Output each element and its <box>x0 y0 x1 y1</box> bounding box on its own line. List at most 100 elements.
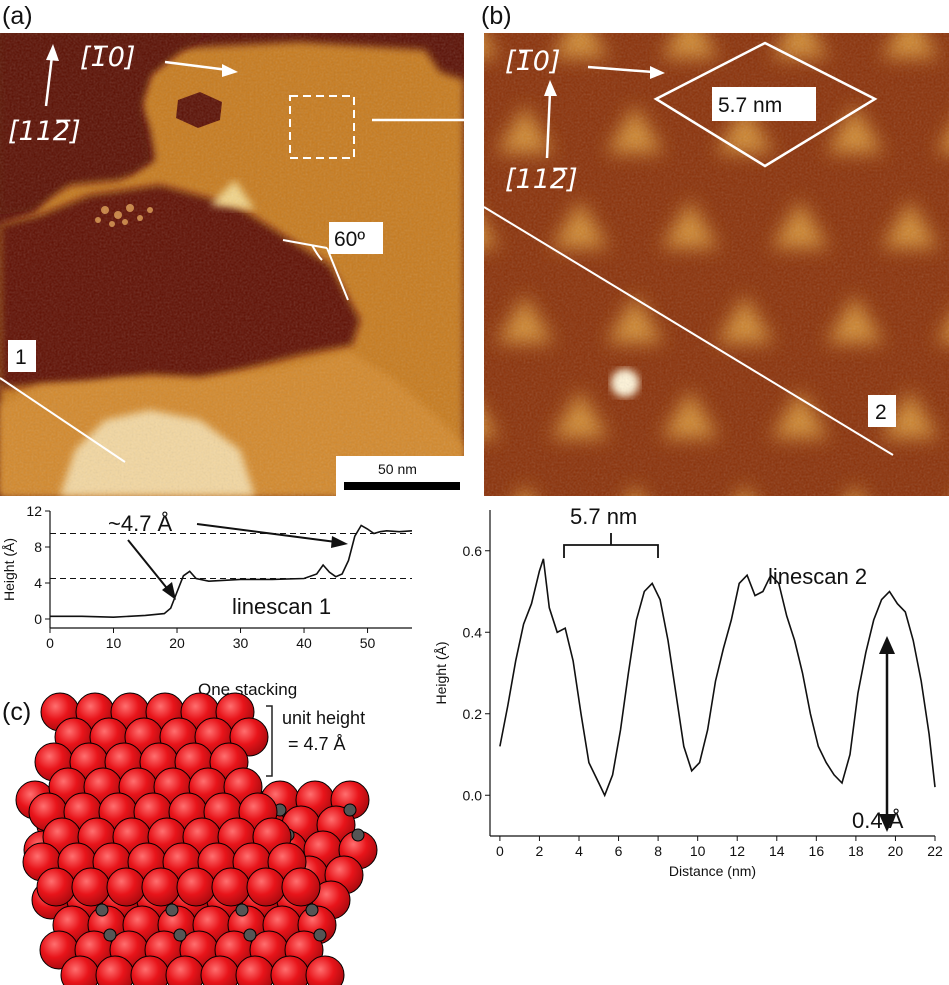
grey-atom <box>351 828 365 842</box>
direction-arrow-1-b <box>587 65 654 74</box>
grey-atom <box>165 903 179 917</box>
x-tick-label: 22 <box>927 843 943 859</box>
y-tick-label: 8 <box>34 539 42 555</box>
direction-arrow-2-b <box>545 91 552 159</box>
red-atom <box>106 867 146 907</box>
angle-label-box <box>329 222 383 254</box>
linescan-2-title: linescan 2 <box>768 564 867 589</box>
panel-letter-b: (b) <box>481 2 512 30</box>
x-tick-label: 8 <box>654 843 662 859</box>
stm-image-a <box>0 33 464 496</box>
x-tick-label: 50 <box>360 635 376 651</box>
x-tick-label: 2 <box>536 843 544 859</box>
grey-atom <box>173 928 187 942</box>
unit-cell <box>653 41 878 168</box>
grey-atom <box>103 928 117 942</box>
x-tick-label: 14 <box>769 843 785 859</box>
series-line <box>499 558 936 798</box>
y-axis-title: Height (Å) <box>1 538 17 601</box>
x-tick-label: 6 <box>615 843 623 859</box>
direction-arrow-head-1-a <box>222 64 238 77</box>
step-arrow-1 <box>127 539 171 593</box>
red-atom <box>305 955 345 985</box>
direction-arrow-head-2-b <box>544 80 557 96</box>
step-arrow-2-head <box>331 536 348 548</box>
y-tick-label: 0.6 <box>463 543 483 559</box>
red-atom <box>71 867 111 907</box>
direction-arrow-head-2-a <box>46 44 59 61</box>
angle-arc <box>311 244 323 261</box>
amplitude-label: 0.4 Å <box>852 808 904 833</box>
amplitude-arrow-bottom <box>879 814 895 832</box>
grey-atom <box>313 928 327 942</box>
red-atom <box>141 867 181 907</box>
red-atom <box>281 867 321 907</box>
red-atom <box>246 867 286 907</box>
x-axis-title: Distance (nm) <box>669 863 756 879</box>
line-label-1-box <box>8 340 36 372</box>
y-tick-label: 0.2 <box>463 706 483 722</box>
x-tick-label: 40 <box>296 635 312 651</box>
grey-atom <box>243 928 257 942</box>
one-stacking-label: One stacking <box>198 680 297 699</box>
panel-letter-a: (a) <box>2 2 33 30</box>
unit-height-value: = 4.7 Å <box>288 734 346 754</box>
linescan-line-2 <box>483 206 894 456</box>
period-label-b: 5.7 nm <box>718 94 782 117</box>
line-label-1: 1 <box>15 346 27 369</box>
scale-bar-label: 50 nm <box>378 461 417 477</box>
period-bracket <box>563 533 659 558</box>
x-tick-label: 16 <box>809 843 825 859</box>
x-tick-label: 12 <box>729 843 745 859</box>
x-tick-label: 20 <box>169 635 185 651</box>
grey-atom <box>305 903 319 917</box>
y-axis-title: Height (Å) <box>433 641 449 704</box>
x-tick-label: 30 <box>233 635 249 651</box>
region-box <box>289 95 355 159</box>
linescan-1-plot: 0 10 20 30 40 50 0 4 8 12 Height (Å) linescan 1 ~4.7… <box>1 503 413 651</box>
red-atom <box>176 867 216 907</box>
step-height-label: ~4.7 Å <box>108 511 173 536</box>
period-label-box <box>712 87 816 121</box>
series-line <box>50 524 413 619</box>
direction-arrow-1-a <box>164 60 229 72</box>
unit-height-label: unit height <box>282 708 365 728</box>
grey-atom <box>343 803 357 817</box>
direction-label-2-a: [112̅] <box>8 116 81 147</box>
y-tick-label: 12 <box>26 503 42 519</box>
angle-line-2 <box>326 247 349 301</box>
amplitude-arrow-top <box>879 636 895 654</box>
x-tick-label: 0 <box>496 843 504 859</box>
y-tick-label: 0.4 <box>463 624 483 640</box>
angle-line-1 <box>282 239 328 249</box>
angle-label: 60º <box>334 228 365 251</box>
zoom-arrow-head <box>470 114 482 126</box>
atomic-model <box>15 692 378 985</box>
direction-label-2-b: [112̅] <box>505 164 578 195</box>
unit-height-bracket <box>266 705 273 777</box>
direction-arrow-2-a <box>44 55 54 107</box>
x-tick-label: 20 <box>888 843 904 859</box>
red-atom <box>211 867 251 907</box>
linescan-1-title: linescan 1 <box>232 594 331 619</box>
linescan-line-1 <box>0 377 126 463</box>
step-arrow-2 <box>196 523 337 543</box>
y-tick-label: 0.0 <box>463 787 483 803</box>
red-atom <box>36 867 76 907</box>
x-tick-label: 0 <box>46 635 54 651</box>
y-tick-label: 0 <box>34 611 42 627</box>
step-arrow-1-head <box>162 582 176 600</box>
panel-letter-c: (c) <box>2 698 31 726</box>
grey-atom <box>235 903 249 917</box>
line-label-2-box <box>868 395 896 427</box>
x-tick-label: 10 <box>106 635 122 651</box>
direction-label-1-a: [1̅0] <box>80 42 135 73</box>
line-label-2: 2 <box>875 401 887 424</box>
linescan-2-plot: 0 2 4 6 8 10 12 14 16 18 20 22 0.0 0.2 0.4 0.6 Height (Å… <box>433 504 943 879</box>
period-label: 5.7 nm <box>570 504 637 529</box>
y-tick-label: 4 <box>34 575 42 591</box>
x-tick-label: 4 <box>575 843 583 859</box>
scale-bar <box>344 482 460 490</box>
grey-atom <box>95 903 109 917</box>
